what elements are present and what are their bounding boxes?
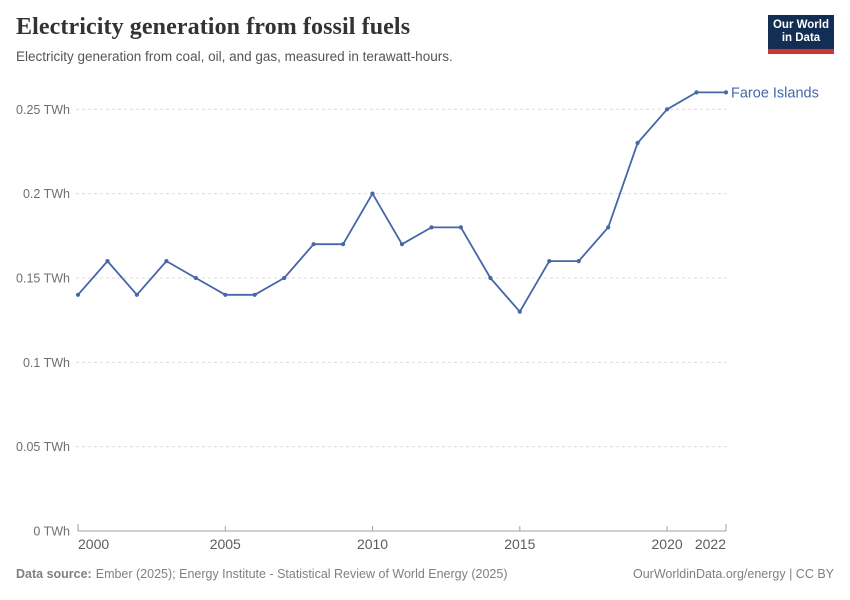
data-point-marker[interactable]: [311, 242, 316, 247]
data-point-marker[interactable]: [665, 107, 670, 112]
data-point-marker[interactable]: [75, 292, 81, 297]
data-point-marker[interactable]: [370, 191, 375, 196]
data-point-marker[interactable]: [458, 225, 463, 230]
logo-text-line1: Our World: [772, 19, 829, 31]
data-point-marker[interactable]: [164, 259, 169, 264]
source-text: Ember (2025); Energy Institute - Statist…: [95, 567, 508, 581]
data-point-marker[interactable]: [517, 309, 522, 314]
data-point-marker[interactable]: [399, 242, 405, 247]
entity-label[interactable]: Faroe Islands: [731, 85, 819, 101]
owid-logo[interactable]: Our World in Data: [768, 15, 834, 54]
y-axis-tick-label: 0 TWh: [33, 525, 70, 539]
chart-footer: Data source: Ember (2025); Energy Institu…: [16, 567, 834, 581]
x-axis-tick-label: 2020: [652, 536, 683, 552]
page-title: Electricity generation from fossil fuels: [16, 14, 411, 40]
logo-text-line2: in Data: [781, 32, 821, 44]
data-point-marker[interactable]: [723, 90, 729, 95]
data-point-marker[interactable]: [635, 140, 640, 146]
footer-source: Data source: Ember (2025); Energy Institu…: [16, 567, 507, 581]
data-point-marker[interactable]: [547, 259, 552, 264]
data-point-marker[interactable]: [606, 225, 611, 230]
x-axis-tick-label: 2015: [504, 536, 535, 552]
y-axis-tick-label: 0.05 TWh: [16, 440, 70, 454]
data-point-marker[interactable]: [252, 292, 257, 297]
x-axis-tick-label: 2000: [78, 536, 109, 552]
x-axis-tick-label: 2010: [357, 536, 388, 552]
data-point-marker[interactable]: [193, 275, 198, 281]
data-point-marker[interactable]: [694, 90, 699, 95]
footer-credit-link[interactable]: OurWorldinData.org/energy | CC BY: [632, 567, 834, 581]
y-axis-tick-label: 0.25 TWh: [16, 103, 70, 117]
chart-subtitle: Electricity generation from coal, oil, a…: [16, 49, 453, 64]
data-point-marker[interactable]: [429, 225, 434, 230]
x-axis-tick-label: 2005: [210, 536, 241, 552]
data-point-marker[interactable]: [134, 292, 139, 297]
data-point-marker[interactable]: [223, 292, 228, 297]
y-axis-tick-label: 0.1 TWh: [23, 356, 70, 370]
source-label: Data source:: [16, 567, 92, 581]
data-point-marker[interactable]: [488, 275, 493, 281]
y-axis-tick-label: 0.2 TWh: [23, 187, 70, 201]
data-point-marker[interactable]: [105, 259, 110, 264]
data-point-marker[interactable]: [282, 275, 287, 281]
data-point-marker[interactable]: [576, 259, 581, 264]
data-point-marker[interactable]: [341, 242, 346, 247]
data-line: [77, 91, 727, 313]
y-axis-tick-label: 0.15 TWh: [16, 271, 70, 285]
x-axis-tick-label: 2022: [695, 536, 726, 552]
